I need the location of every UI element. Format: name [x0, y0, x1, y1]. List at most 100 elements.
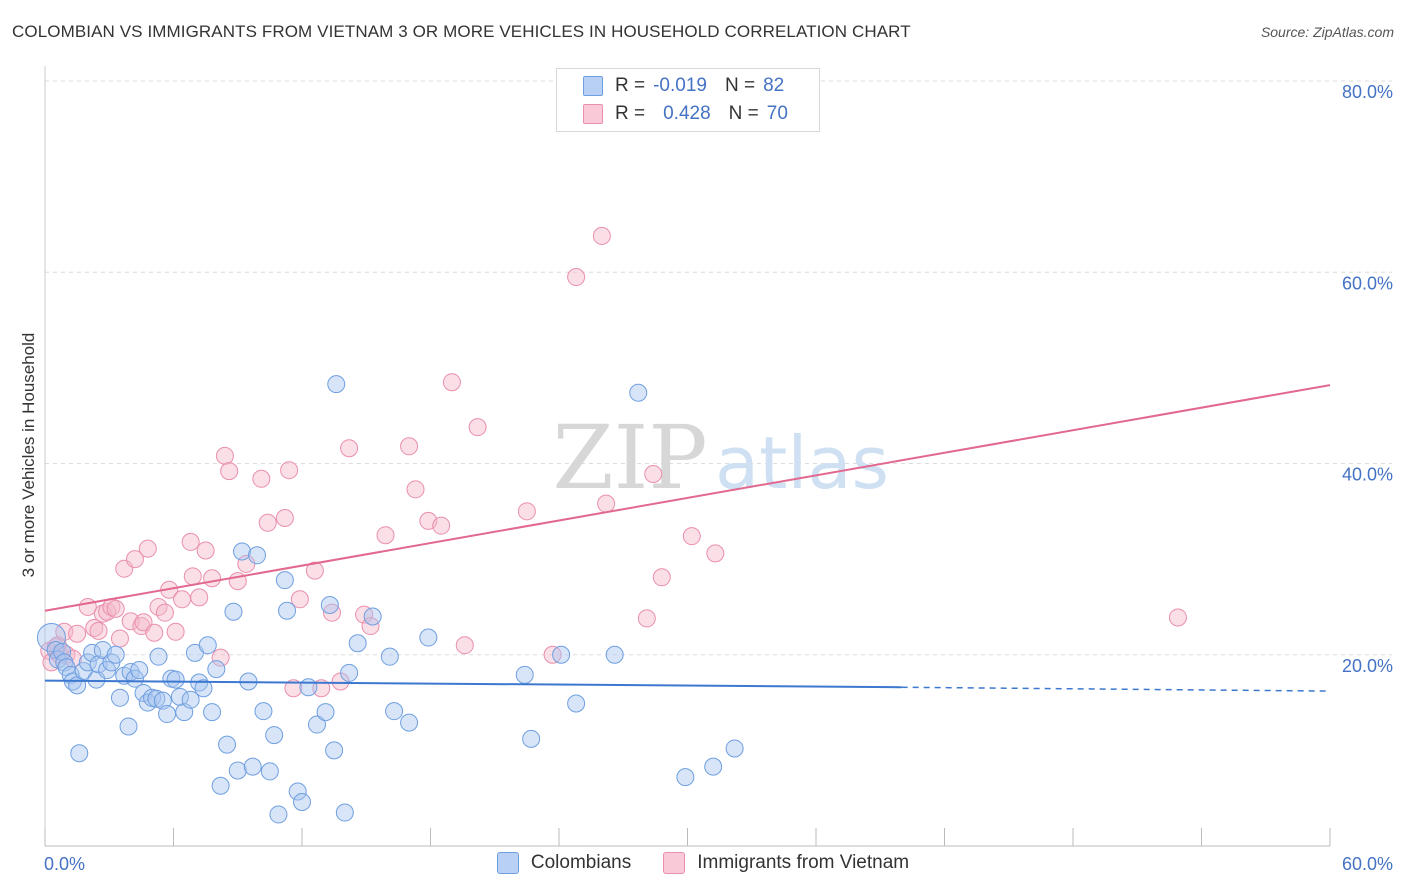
vietnam-point — [406, 480, 425, 499]
vietnam-point — [68, 624, 87, 643]
watermark-atlas: atlas — [715, 421, 889, 505]
colombian-point — [254, 702, 273, 721]
colombian-point — [198, 636, 217, 655]
vietnam-point — [652, 568, 671, 587]
vietnam-point — [432, 516, 451, 535]
colombian-point — [325, 741, 344, 760]
vietnam-point — [290, 590, 309, 609]
colombian-point — [224, 602, 243, 621]
vietnam-point — [134, 613, 153, 632]
vietnam-point — [258, 513, 277, 532]
vietnam-point — [78, 597, 97, 616]
colombian-point — [704, 757, 723, 776]
legend-n-label: N = — [728, 103, 759, 124]
legend-swatch-blue — [583, 76, 603, 96]
colombian-point — [307, 715, 326, 734]
legend-swatch-pink — [583, 104, 603, 124]
series-vietnam-points — [40, 226, 1187, 698]
vietnam-point — [215, 446, 234, 465]
legend-r-label: R = — [615, 103, 646, 124]
colombian-point — [275, 571, 294, 590]
colombian-point — [110, 688, 129, 707]
colombian-point — [233, 542, 252, 561]
y-axis-label: 3 or more Vehicles in Household — [19, 333, 38, 578]
vietnam-point — [442, 373, 461, 392]
colombian-point — [363, 607, 382, 626]
vietnam-point — [340, 439, 359, 458]
source-label: Source: ZipAtlas.com — [1260, 24, 1394, 40]
colombian-point — [385, 702, 404, 721]
vietnam-point — [400, 437, 419, 456]
vietnam-point — [284, 679, 303, 698]
watermark-zip: ZIP — [552, 406, 707, 509]
vietnam-point — [220, 462, 239, 481]
colombian-point — [676, 768, 695, 787]
vietnam-point — [89, 621, 108, 640]
legend-box: R = -0.019 N = 82 R = 0.428 N = 70 — [556, 68, 820, 132]
vietnam-point — [106, 599, 125, 618]
vietnam-point — [312, 679, 331, 698]
colombian-point — [605, 645, 624, 664]
vietnam-point — [567, 268, 586, 287]
vietnam-point — [468, 418, 487, 437]
colombian-point — [269, 805, 288, 824]
colombian-point — [340, 663, 359, 682]
colombian-point — [400, 713, 419, 732]
colombian-point — [348, 634, 367, 653]
colombian-point — [320, 596, 339, 615]
colombian-point — [166, 670, 185, 689]
vietnam-point — [592, 226, 611, 245]
legend-n-value: 82 — [763, 75, 785, 96]
vietnam-point — [280, 461, 299, 480]
colombians-trend-extension — [901, 686, 1331, 692]
y-tick-label: 20.0% — [1342, 656, 1393, 676]
colombian-point — [153, 691, 172, 710]
vietnam-point — [110, 629, 129, 648]
colombian-point — [316, 703, 335, 722]
axes — [44, 66, 1331, 847]
vietnam-point — [275, 509, 294, 528]
colombian-point — [125, 669, 144, 688]
colombian-point — [211, 776, 230, 795]
tick-labels: 20.0% 40.0% 60.0% 80.0% 0.0% 60.0% — [44, 82, 1393, 874]
colombian-point — [181, 690, 200, 709]
x-tick-label: 0.0% — [44, 854, 85, 874]
colombian-point — [515, 665, 534, 684]
vietnam-point — [166, 622, 185, 641]
colombian-point — [327, 375, 346, 394]
colombian-point — [335, 803, 354, 822]
colombian-point — [119, 717, 138, 736]
colombian-point — [265, 726, 284, 745]
vietnam-point — [190, 588, 209, 607]
colombian-point — [149, 647, 168, 666]
y-tick-label: 60.0% — [1342, 273, 1393, 293]
colombian-point — [725, 739, 744, 758]
vietnam-point — [121, 612, 140, 631]
legend-r-value: 0.428 — [663, 103, 711, 124]
series-colombians-points — [36, 375, 744, 824]
colombian-point — [147, 689, 166, 708]
x-tick-label: 60.0% — [1342, 854, 1393, 874]
colombian-point — [288, 782, 307, 801]
y-tick-label: 40.0% — [1342, 465, 1393, 485]
legend-r-value: -0.019 — [653, 75, 707, 96]
bottom-legend-label-colombians: Colombians — [530, 852, 632, 873]
colombian-point — [70, 744, 89, 763]
colombian-point — [293, 793, 311, 812]
bottom-legend-swatch-pink — [663, 852, 686, 874]
colombian-point — [106, 645, 125, 664]
colombian-point — [248, 546, 267, 565]
colombian-point — [243, 757, 262, 776]
vietnam-point — [455, 636, 474, 655]
vietnam-point — [517, 502, 536, 521]
bottom-legend-colombians[interactable]: Colombians — [496, 852, 632, 874]
y-tick-label: 80.0% — [1342, 82, 1393, 102]
colombians-trend-line — [44, 679, 902, 689]
chart-title: COLOMBIAN VS IMMIGRANTS FROM VIETNAM 3 O… — [12, 22, 911, 41]
bottom-legend-vietnam[interactable]: Immigrants from Vietnam — [663, 852, 909, 874]
vietnam-point — [145, 623, 164, 642]
colombian-point — [218, 735, 237, 754]
colombian-point — [83, 643, 102, 662]
colombian-point — [380, 647, 399, 666]
